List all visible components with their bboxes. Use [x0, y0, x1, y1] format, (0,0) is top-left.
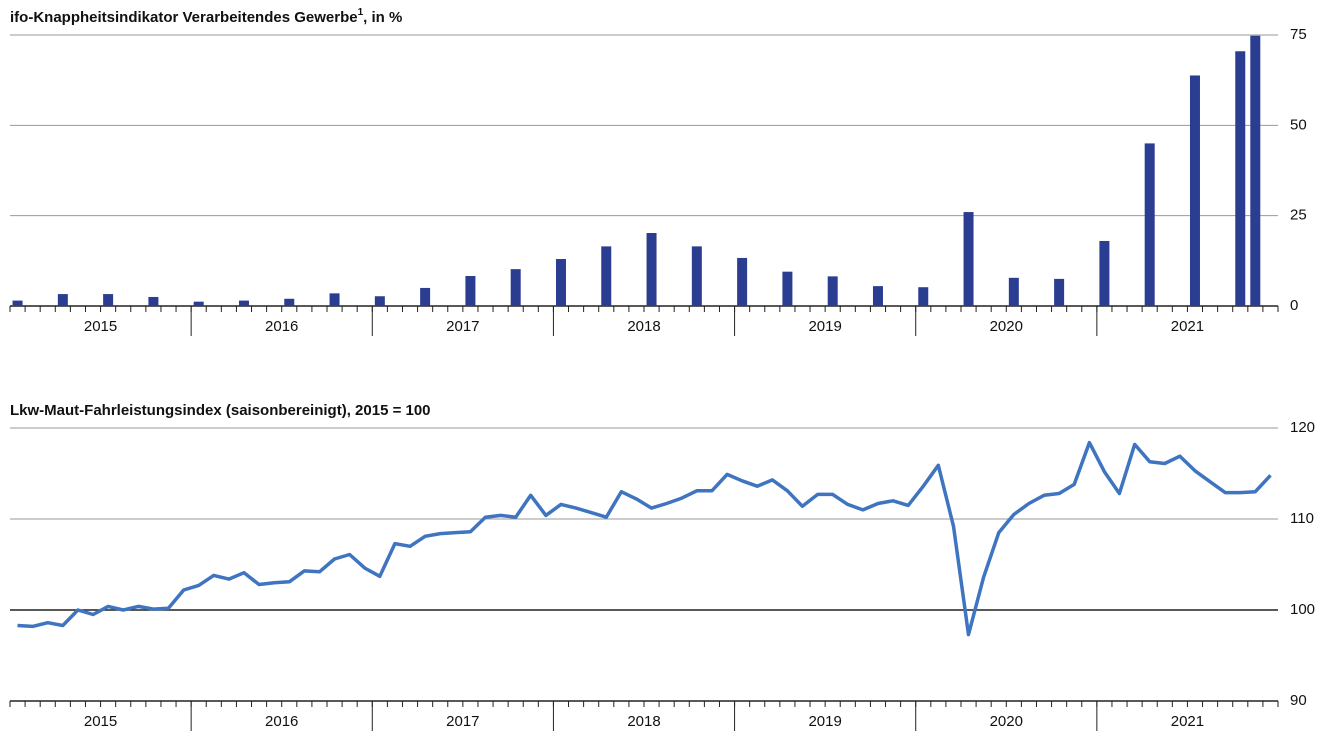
x-tick-label: 2015 [84, 318, 117, 335]
bar [555, 259, 566, 306]
bar [601, 246, 612, 306]
y-tick-label: 25 [1290, 207, 1307, 224]
y-tick-label: 110 [1290, 510, 1314, 527]
chart-title: Lkw-Maut-Fahrleistungsindex (saisonberei… [10, 402, 431, 419]
bar [103, 294, 114, 306]
x-tick-label: 2019 [808, 713, 841, 730]
bar [329, 293, 340, 306]
bar [465, 276, 476, 306]
x-tick-label: 2018 [627, 318, 660, 335]
bar [1008, 277, 1019, 306]
bar [510, 269, 521, 306]
bar [737, 257, 748, 306]
y-tick-label: 120 [1290, 419, 1315, 436]
bar [420, 287, 431, 306]
bar [827, 276, 838, 306]
x-tick-label: 2015 [84, 713, 117, 730]
footnote-mark: 1 [358, 7, 364, 18]
bar [193, 301, 204, 306]
x-tick-label: 2017 [446, 713, 479, 730]
x-tick-label: 2020 [990, 318, 1023, 335]
x-tick-label: 2018 [627, 713, 660, 730]
bar [148, 296, 159, 306]
x-tick-label: 2016 [265, 713, 298, 730]
bar [57, 294, 68, 306]
bar [1250, 35, 1261, 307]
bar [963, 212, 974, 306]
x-tick-label: 2020 [990, 713, 1023, 730]
y-tick-label: 75 [1290, 26, 1307, 43]
x-tick-label: 2016 [265, 318, 298, 335]
bar [691, 246, 702, 306]
bar [1189, 75, 1200, 306]
chart-title: ifo-Knappheitsindikator Verarbeitendes G… [10, 7, 402, 26]
x-tick-label: 2019 [808, 318, 841, 335]
line-series [17, 440, 1272, 637]
bar [284, 298, 295, 306]
bar [646, 233, 657, 306]
title-main: ifo-Knappheitsindikator Verarbeitendes G… [10, 9, 358, 26]
bar [918, 287, 929, 306]
bar [238, 300, 249, 306]
title-suffix: , in % [363, 9, 402, 26]
bar [1235, 51, 1246, 307]
x-tick-label: 2021 [1171, 318, 1204, 335]
bar [1144, 143, 1155, 306]
y-tick-label: 0 [1290, 297, 1298, 314]
bar [1099, 240, 1110, 306]
bar [782, 271, 793, 306]
x-tick-label: 2017 [446, 318, 479, 335]
y-tick-label: 90 [1290, 692, 1307, 709]
bar [1054, 278, 1065, 306]
y-tick-label: 100 [1290, 601, 1315, 618]
y-tick-label: 50 [1290, 116, 1307, 133]
x-tick-label: 2021 [1171, 713, 1204, 730]
bar [374, 296, 385, 306]
bar [872, 286, 883, 306]
bar [12, 300, 23, 306]
